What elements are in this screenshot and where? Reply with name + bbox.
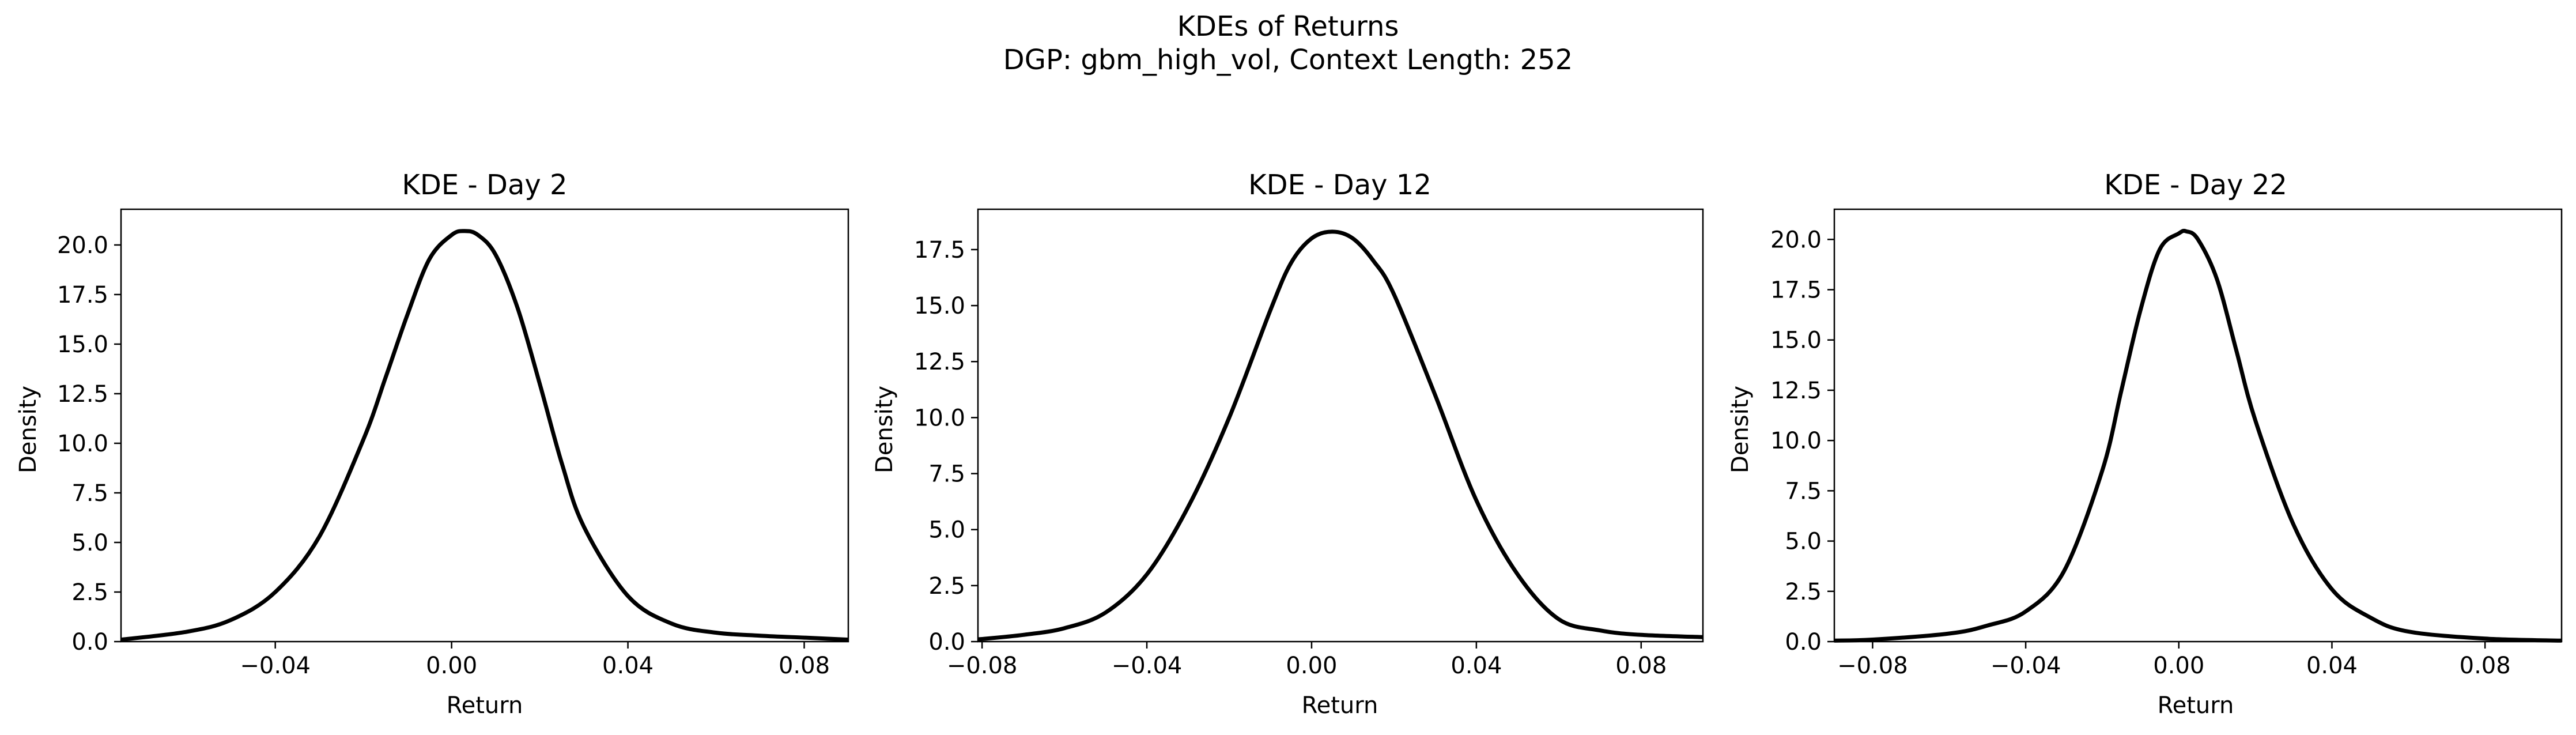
y-tick-label: 5.0 [928, 517, 965, 544]
y-tick-label: 7.5 [71, 480, 108, 507]
x-axis-label: Return [2158, 692, 2234, 719]
y-tick-label: 17.5 [914, 237, 965, 263]
y-tick-label: 15.0 [914, 293, 965, 319]
x-tick-label: 0.04 [2306, 653, 2358, 679]
x-tick-label: 0.04 [1451, 653, 1502, 679]
y-tick-label: 5.0 [71, 530, 108, 556]
y-tick-label: 20.0 [57, 232, 108, 259]
kde-curve [1834, 228, 2562, 643]
plot-area: −0.04 0.00 0.04 0.08 0.0 2.5 5.0 7.5 10.0 12.5 15.… [57, 208, 849, 679]
kde-curve [977, 229, 1704, 642]
y-tick-label: 2.5 [1785, 579, 1822, 605]
y-tick-label: 17.5 [1770, 277, 1822, 304]
y-tick-label: 10.0 [57, 431, 108, 457]
y-tick-label: 0.0 [71, 629, 108, 655]
figure-suptitle-line1: KDEs of Returns [1177, 10, 1399, 43]
subplot-day-2: KDE - Day 2 Return Density −0.04 0.00 0.04… [15, 169, 849, 719]
subplot-day-12: KDE - Day 12 Return Density −0.08 −0.04 0.… [871, 169, 1704, 719]
y-tick-label: 5.0 [1785, 529, 1822, 555]
x-tick-label: 0.00 [426, 653, 477, 679]
x-tick-label: 0.00 [2153, 653, 2204, 679]
x-tick-label: 0.08 [779, 653, 830, 679]
y-tick-label: 17.5 [57, 282, 108, 308]
y-tick-label: 15.0 [57, 331, 108, 358]
x-tick-label: −0.04 [1112, 653, 1183, 679]
subplot-day-22: KDE - Day 22 Return Density −0.08 −0.04 0.… [1727, 169, 2563, 719]
x-tick-label: 0.04 [602, 653, 654, 679]
y-axis-label: Density [871, 386, 898, 473]
x-axis-label: Return [447, 692, 523, 719]
x-tick-label: 0.08 [2460, 653, 2511, 679]
x-tick-label: 0.00 [1286, 653, 1337, 679]
axes-frame [1833, 208, 2563, 643]
kde-curve [120, 229, 849, 642]
y-tick-label: 15.0 [1770, 327, 1822, 354]
y-tick-label: 7.5 [928, 461, 965, 488]
y-axis-label: Density [15, 386, 41, 473]
plot-area: −0.08 −0.04 0.00 0.04 0.08 0.0 2.5 5.0 7.5 10.0 12… [1770, 208, 2563, 679]
y-tick-label: 2.5 [71, 579, 108, 606]
x-axis-label: Return [1302, 692, 1378, 719]
y-tick-label: 2.5 [928, 573, 965, 600]
y-axis-label: Density [1727, 386, 1754, 473]
y-tick-label: 0.0 [928, 629, 965, 655]
axes-frame [977, 208, 1704, 643]
x-tick-label: −0.08 [1837, 653, 1908, 679]
axes-frame [120, 208, 849, 643]
x-tick-label: −0.04 [1990, 653, 2061, 679]
y-tick-label: 12.5 [57, 381, 108, 408]
y-tick-label: 10.0 [1770, 428, 1822, 454]
x-tick-label: −0.08 [947, 653, 1018, 679]
plot-area: −0.08 −0.04 0.00 0.04 0.08 0.0 2.5 5.0 7.5 10.0 12… [914, 208, 1704, 679]
x-tick-label: −0.04 [240, 653, 311, 679]
subplot-title: KDE - Day 12 [1248, 169, 1431, 201]
y-tick-label: 12.5 [914, 349, 965, 375]
subplot-title: KDE - Day 22 [2104, 169, 2287, 201]
subplot-title: KDE - Day 2 [402, 169, 567, 201]
y-tick-label: 10.0 [914, 405, 965, 431]
y-tick-label: 20.0 [1770, 227, 1822, 253]
y-tick-label: 12.5 [1770, 378, 1822, 404]
x-tick-label: 0.08 [1615, 653, 1667, 679]
figure-suptitle-line2: DGP: gbm_high_vol, Context Length: 252 [1003, 44, 1573, 76]
y-tick-label: 0.0 [1785, 629, 1822, 655]
y-tick-label: 7.5 [1785, 478, 1822, 504]
